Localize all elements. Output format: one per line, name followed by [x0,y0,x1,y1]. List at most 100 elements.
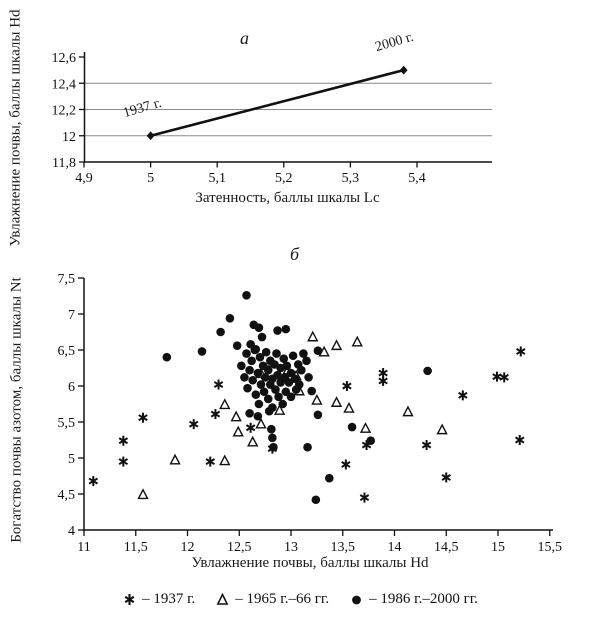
data-point-circle-filled [225,314,235,323]
data-point-circle-filled [255,352,265,362]
data-point-circle-filled [274,392,283,402]
data-point-circle-filled [242,349,251,358]
x-tick-label: 13,5 [331,540,356,555]
data-point-circle-filled [245,409,254,418]
y-tick-label: 5,5 [58,416,76,431]
legend: – 1937 г. – 1965 г.–66 гг. – 1986 г.–200… [0,591,600,608]
legend-item-1986-2000: – 1986 г.–2000 гг. [349,591,478,608]
chart-a-y-axis-label: Увлажнение почвы, баллы шкалы Hd [7,9,24,247]
circle-marker-icon [352,595,362,605]
data-point-circle-filled [278,399,288,409]
data-point-circle-filled [286,392,296,402]
data-point-circle-filled [232,341,242,350]
chart-b-plot: 11 11,5 12 12,5 13 13,5 14 14,5 15 15,5 4 4,5 5 5,5 6 6… [58,272,563,555]
data-point-asterisk [492,371,502,382]
data-point-triangle-open [219,454,231,466]
data-point-asterisk [213,379,224,390]
x-tick-label: 14 [388,540,402,555]
data-point-triangle-open [247,435,259,447]
series-1986-2000- [162,290,432,505]
y-tick-label: 7,5 [58,272,76,287]
y-tick-label: 7 [68,308,75,323]
data-point-triangle-open [230,410,242,422]
y-tick-label: 11,8 [52,156,76,171]
data-point-circle-filled [324,473,334,483]
data-point-circle-filled [256,380,266,389]
data-point-asterisk [515,435,525,445]
data-point-circle-filled [311,495,321,505]
chart-a-x-axis-label: Затенность, баллы шкалы Lc [195,190,380,206]
x-tick-label: 11,5 [124,540,148,555]
data-point-circle-filled [257,332,267,342]
data-point-circle-filled [279,354,289,363]
x-tick-label: 5,1 [208,171,226,186]
data-point-circle-filled [245,365,254,375]
data-point-circle-filled [267,424,276,434]
trend-line [150,68,405,138]
data-point-triangle-open [307,330,319,342]
data-point-asterisk [359,492,370,503]
data-point-asterisk [210,409,221,420]
data-point-circle-filled [263,394,273,404]
data-point-circle-filled [242,290,251,300]
y-tick-label: 12,4 [52,77,77,92]
data-point-circle-filled [197,347,207,356]
data-point-triangle-open [169,453,181,465]
x-tick-label: 5 [147,171,154,186]
data-point-triangle-open [137,488,149,500]
data-point-circle-filled [269,442,278,452]
data-point-triangle-open [436,423,448,435]
data-point-circle-filled [248,375,258,385]
data-point-circle-filled [313,410,323,420]
data-point-circle-filled [253,368,263,378]
data-point-circle-filled [299,349,308,358]
data-point-triangle-open [343,401,355,413]
data-point-triangle-open [402,405,414,417]
x-tick-label: 5,2 [275,171,293,186]
legend-item-1937: – 1937 г. [122,591,195,608]
data-point-circle-filled [284,378,294,387]
x-tick-label: 15,5 [538,540,563,555]
data-point-circle-filled [259,387,269,397]
data-point-circle-filled [313,346,323,356]
data-point-circle-filled [281,324,291,334]
y-tick-label: 12,6 [52,51,77,66]
legend-item-1965-66: – 1965 г.–66 гг. [215,591,329,608]
data-point-asterisk [118,456,129,467]
chart-b-y-axis-label: Богатство почвы азотом, баллы шкалы Nt [8,277,25,543]
series-1937- [88,346,526,503]
y-tick-label: 5 [68,452,75,467]
data-point-circle-filled [273,326,282,335]
chart-a-plot: 4,9 5 5,1 5,2 5,3 5,4 11,8 12 12,2 12,4 12,6 [52,51,492,186]
data-point-triangle-open [330,396,343,407]
x-tick-label: 11 [77,540,90,555]
data-point-circle-filled [288,351,298,361]
data-point-triangle-open [359,422,372,433]
data-point-circle-filled [261,347,271,357]
data-point-triangle-open [311,393,323,405]
legend-label-1965-66: – 1965 г.–66 гг. [235,591,330,607]
data-point-asterisk [458,390,468,401]
data-point-triangle-open [255,417,267,429]
data-point-circle-filled [162,352,172,362]
x-tick-label: 15 [491,540,505,555]
panel-a-title: а [240,28,249,48]
x-tick-label: 14,5 [434,540,459,555]
data-point-circle-filled [282,361,292,371]
data-point-circle-filled [260,373,270,382]
data-point-asterisk [88,476,99,487]
x-tick-label: 12 [181,540,195,555]
y-tick-label: 4,5 [58,488,76,503]
data-point-asterisk [205,456,215,467]
data-point-triangle-open [330,339,343,351]
data-point-circle-filled [240,373,249,382]
data-point-asterisk [341,459,351,470]
data-point-circle-filled [423,366,432,376]
data-point-circle-filled [303,442,312,452]
data-point-circle-filled [302,356,311,366]
data-point-circle-filled [307,386,317,396]
data-point-circle-filled [250,345,260,355]
data-point-circle-filled [216,327,225,337]
data-point-circle-filled [247,356,256,366]
y-tick-label: 6,5 [58,344,76,359]
